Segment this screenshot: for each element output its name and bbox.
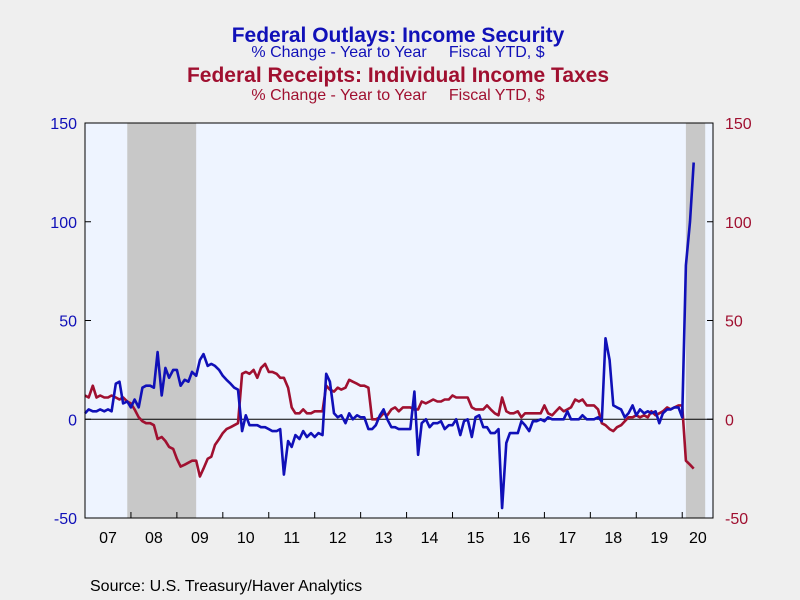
x-tick-label: 09 [191, 530, 209, 547]
y-right-tick-label: 50 [725, 314, 743, 331]
x-tick-label: 15 [467, 530, 485, 547]
x-tick-label: 19 [650, 530, 668, 547]
x-tick-label: 13 [375, 530, 393, 547]
y-right-tick-label: 0 [725, 412, 734, 429]
x-tick-label: 08 [145, 530, 163, 547]
x-tick-label: 10 [237, 530, 255, 547]
source-note: Source: U.S. Treasury/Haver Analytics [90, 578, 362, 595]
chart-subtitle-outlays: % Change - Year to Year Fiscal YTD, $ [251, 44, 544, 61]
y-left-tick-label: 50 [59, 314, 77, 331]
y-left-tick-label: -50 [54, 511, 77, 528]
x-tick-label: 07 [99, 530, 117, 547]
y-right-tick-label: 150 [725, 116, 752, 133]
chart-title-receipts: Federal Receipts: Individual Income Taxe… [187, 64, 609, 87]
x-tick-label: 14 [421, 530, 439, 547]
chart-subtitle-receipts: % Change - Year to Year Fiscal YTD, $ [251, 87, 544, 104]
chart-title-outlays: Federal Outlays: Income Security [232, 24, 565, 47]
series-lines [84, 162, 695, 510]
x-tick-label: 17 [558, 530, 576, 547]
y-left-tick-label: 100 [50, 215, 77, 232]
y-right-tick-label: -50 [725, 511, 748, 528]
series-line-outlays [84, 162, 695, 510]
series-line-receipts [84, 362, 695, 478]
y-left-tick-label: 150 [50, 116, 77, 133]
y-right-tick-label: 100 [725, 215, 752, 232]
x-tick-label: 12 [329, 530, 347, 547]
x-tick-label: 18 [604, 530, 622, 547]
x-tick-label: 16 [513, 530, 531, 547]
recession-band-1 [685, 123, 706, 518]
x-tick-label: 11 [283, 530, 300, 547]
axes: 150 150 100 100 50 50 0 0 -50 -50 07 08 09 10 11 12 13 14… [50, 116, 752, 547]
x-tick-label: 20 [689, 530, 707, 547]
y-left-tick-label: 0 [68, 412, 77, 429]
recession-band-0 [127, 123, 197, 518]
